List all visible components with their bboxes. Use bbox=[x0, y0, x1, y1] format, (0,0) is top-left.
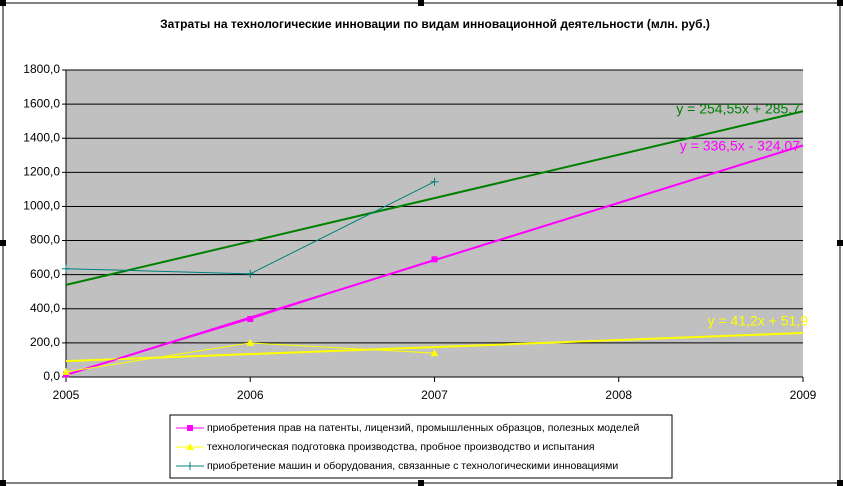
x-tick-label: 2006 bbox=[237, 388, 264, 402]
marker bbox=[430, 177, 439, 186]
y-tick-label: 800,0 bbox=[30, 233, 60, 247]
trendline bbox=[65, 331, 804, 363]
legend-label: технологическая подготовка производства,… bbox=[207, 441, 595, 453]
trendline-label: y = 254,55x + 285,7 bbox=[676, 101, 800, 117]
x-tick-label: 2008 bbox=[605, 388, 632, 402]
x-tick-label: 2009 bbox=[790, 388, 817, 402]
x-tick-label: 2005 bbox=[53, 388, 80, 402]
marker bbox=[186, 443, 194, 450]
marker bbox=[430, 349, 439, 357]
y-tick-label: 600,0 bbox=[30, 267, 60, 281]
marker bbox=[62, 367, 70, 375]
marker bbox=[247, 316, 254, 323]
marker bbox=[246, 338, 255, 346]
trendline-label: y = 41,2x + 51,9 bbox=[708, 313, 809, 329]
y-tick-label: 1200,0 bbox=[23, 165, 60, 179]
x-tick-label: 2007 bbox=[421, 388, 448, 402]
y-tick-label: 1400,0 bbox=[23, 130, 60, 144]
y-tick-label: 0,0 bbox=[43, 369, 60, 383]
marker bbox=[187, 425, 193, 431]
y-tick-label: 200,0 bbox=[30, 335, 60, 349]
trendline-label: y = 336,5x - 324,07 bbox=[680, 138, 800, 154]
plot-area bbox=[66, 70, 803, 377]
y-tick-label: 1000,0 bbox=[23, 199, 60, 213]
marker bbox=[431, 256, 438, 263]
y-tick-label: 1800,0 bbox=[23, 62, 60, 76]
marker bbox=[186, 462, 194, 470]
legend-box bbox=[169, 414, 673, 479]
marker bbox=[62, 264, 70, 273]
y-tick-label: 400,0 bbox=[30, 301, 60, 315]
y-tick-label: 1600,0 bbox=[23, 96, 60, 110]
trendline bbox=[65, 110, 804, 286]
chart-title: Затраты на технологические инновации по … bbox=[160, 17, 710, 31]
legend-label: приобретение машин и оборудования, связа… bbox=[207, 460, 618, 472]
marker bbox=[246, 269, 255, 278]
legend-label: приобретения прав на патенты, лицензий, … bbox=[207, 422, 639, 434]
